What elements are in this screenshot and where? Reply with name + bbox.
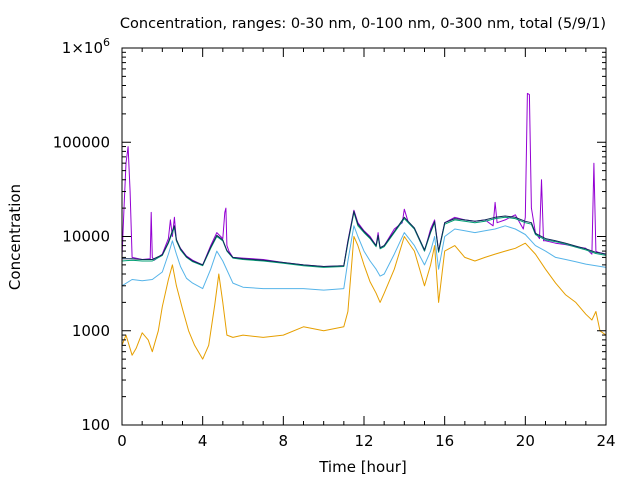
series-line-1	[121, 92, 607, 267]
series-line-2	[121, 211, 607, 268]
y-tick-label: 1000	[72, 322, 110, 340]
plot-frame	[121, 47, 607, 426]
y-axis-title: Concentration	[6, 184, 24, 290]
x-tick-label: 0	[117, 432, 127, 450]
y-axis: 100 1000 10000 100000 1×106	[53, 36, 606, 434]
y-tick-label: 1×106	[62, 36, 110, 57]
x-tick-label: 8	[279, 432, 289, 450]
chart-title: Concentration, ranges: 0-30 nm, 0-100 nm…	[120, 16, 606, 32]
x-tick-label: 16	[435, 432, 454, 450]
series-line-5	[122, 210, 607, 267]
y-tick-label: 100	[81, 416, 110, 434]
x-axis-title: Time [hour]	[318, 458, 407, 476]
y-tick-label: 100000	[53, 133, 110, 151]
x-tick-label: 24	[596, 432, 615, 450]
series-line-3	[121, 225, 607, 291]
x-tick-label: 20	[516, 432, 535, 450]
x-axis: 0 4 8 12 16 20 24	[117, 48, 616, 450]
series-line-4	[121, 236, 607, 360]
x-tick-label: 4	[198, 432, 208, 450]
x-tick-label: 12	[354, 432, 373, 450]
y-tick-label: 10000	[62, 228, 110, 246]
series-layer	[121, 92, 607, 360]
